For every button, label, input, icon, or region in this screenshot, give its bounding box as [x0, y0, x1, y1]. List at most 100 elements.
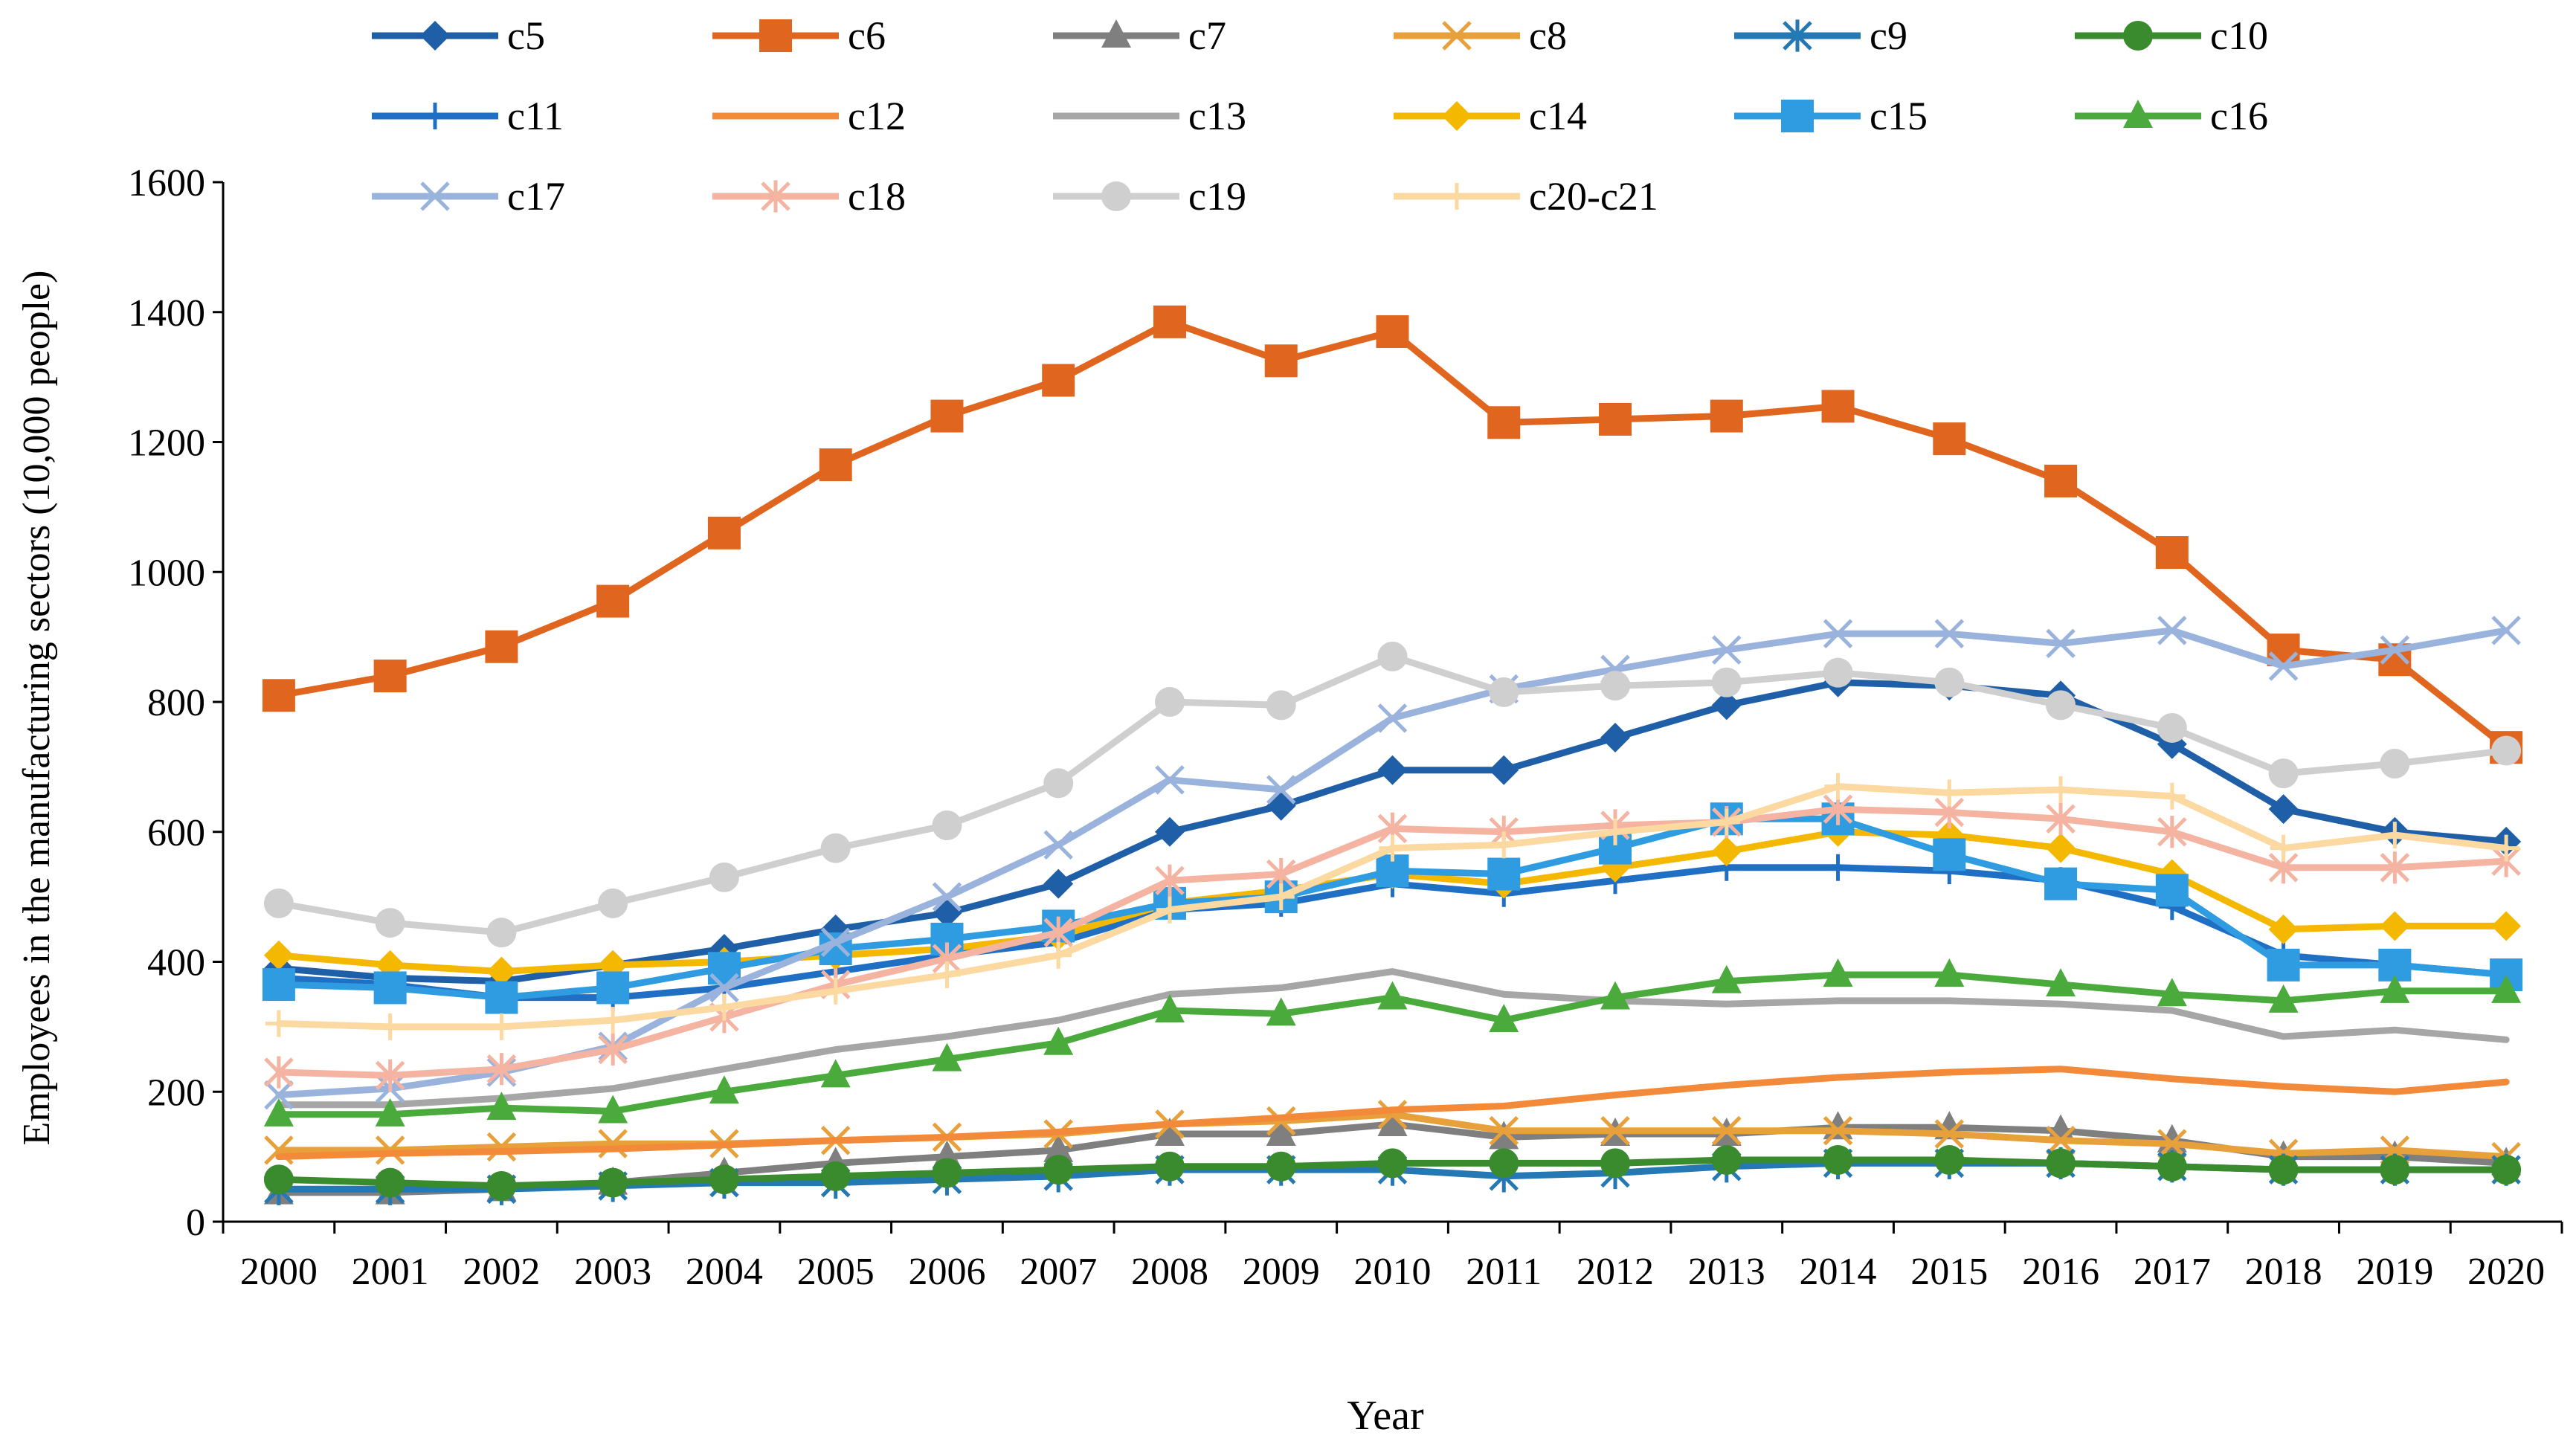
- x-tick-label: 2018: [2245, 1251, 2322, 1293]
- data-point-c14: [1711, 836, 1742, 866]
- data-point-c20-c21: [2493, 834, 2520, 862]
- data-point-c19: [2491, 735, 2522, 766]
- data-point-c19: [486, 918, 517, 948]
- data-point-c16: [2380, 974, 2410, 1003]
- data-point-c8: [2046, 1126, 2076, 1155]
- data-point-c16: [1377, 981, 1408, 1010]
- data-point-c10: [1934, 1144, 1965, 1175]
- legend-label: c10: [2210, 13, 2268, 58]
- data-point-c16: [932, 1042, 962, 1071]
- data-point-c20-c21: [599, 1007, 627, 1034]
- data-point-c19: [598, 888, 628, 918]
- legend-item-c18: c18: [712, 174, 906, 219]
- data-point-c8: [1377, 1100, 1408, 1129]
- series-c13: [275, 968, 2510, 1109]
- legend-marker: [1783, 19, 1812, 52]
- data-point-c10: [820, 1161, 851, 1191]
- x-tick-label: 2009: [1243, 1251, 1320, 1293]
- data-point-c17: [709, 973, 739, 1003]
- data-point-c5: [1489, 755, 1519, 785]
- data-point-c16: [486, 1092, 517, 1121]
- data-point-c16: [1043, 1026, 1074, 1055]
- data-point-c19: [1489, 677, 1519, 707]
- y-tick-label: 1200: [128, 422, 205, 465]
- data-point-c10: [1154, 1151, 1185, 1182]
- data-point-c6: [596, 584, 630, 618]
- data-point-c11: [1824, 854, 1852, 881]
- legend-label: c9: [1870, 13, 1907, 58]
- data-point-c6: [1264, 344, 1298, 378]
- data-point-c20-c21: [1713, 808, 1740, 836]
- data-point-c18: [486, 1053, 517, 1086]
- legend-marker: [761, 180, 790, 213]
- data-point-c20-c21: [1936, 779, 1963, 807]
- data-point-c17: [820, 927, 851, 958]
- data-point-c6: [819, 448, 852, 482]
- data-point-c10: [1823, 1144, 1853, 1175]
- legend-label: c14: [1529, 94, 1587, 138]
- y-axis-label: Employees in the manufacturing sectors (…: [16, 271, 58, 1146]
- x-tick-label: 2016: [2022, 1251, 2099, 1293]
- data-point-c8: [1712, 1115, 1742, 1146]
- data-point-c20-c21: [1267, 883, 1295, 911]
- data-point-c19: [2157, 712, 2187, 743]
- data-point-c17: [1043, 830, 1073, 860]
- data-point-c16: [2157, 978, 2187, 1007]
- data-point-c5: [1154, 816, 1185, 847]
- data-point-c7: [1377, 1107, 1408, 1136]
- data-point-c17: [1377, 703, 1408, 733]
- legend-item-c14: c14: [1394, 94, 1587, 138]
- data-point-c10: [2268, 1155, 2299, 1185]
- data-point-c19: [2268, 758, 2299, 789]
- data-point-c16: [1154, 994, 1185, 1023]
- data-point-c19: [1934, 667, 1965, 697]
- data-point-c14: [263, 940, 294, 970]
- data-point-c10: [2046, 1148, 2076, 1179]
- data-point-c10: [1489, 1148, 1519, 1179]
- data-point-c10: [486, 1170, 517, 1201]
- x-tick-label: 2004: [686, 1251, 763, 1293]
- legend-label: c7: [1188, 13, 1226, 58]
- data-point-c17: [1712, 635, 1742, 665]
- x-tick-label: 2007: [1020, 1251, 1097, 1293]
- data-point-c5: [1377, 755, 1408, 785]
- legend-item-c6: c6: [712, 13, 886, 58]
- data-point-c10: [1711, 1144, 1742, 1175]
- legend-marker: [2123, 21, 2153, 51]
- series-c10: [263, 1144, 2522, 1201]
- data-point-c19: [709, 862, 739, 892]
- series-line-c12: [275, 1066, 2510, 1161]
- data-point-c20-c21: [2158, 782, 2186, 810]
- data-point-c20-c21: [822, 977, 849, 1005]
- series-c20-c21: [265, 773, 2520, 1040]
- data-point-c5: [1266, 790, 1296, 821]
- legend-label: c19: [1188, 174, 1246, 219]
- x-tick-label: 2005: [797, 1251, 875, 1293]
- data-point-c8: [1934, 1119, 1965, 1149]
- data-point-c16: [2046, 968, 2076, 997]
- data-point-c6: [2155, 536, 2189, 570]
- data-point-c6: [485, 630, 518, 663]
- legend-label: c13: [1188, 94, 1246, 138]
- x-axis-label: Year: [1347, 1393, 1424, 1439]
- data-point-c8: [1489, 1115, 1519, 1146]
- series-line-c6: [275, 318, 2510, 751]
- y-tick-label: 0: [186, 1202, 205, 1244]
- data-point-c20-c21: [2381, 822, 2409, 849]
- data-point-c20-c21: [2047, 776, 2075, 803]
- legend-item-c17: c17: [372, 174, 565, 219]
- x-tick-label: 2020: [2467, 1251, 2545, 1293]
- data-point-c10: [709, 1164, 739, 1195]
- legend-item-c8: c8: [1394, 13, 1567, 58]
- y-tick-label: 800: [147, 682, 205, 724]
- x-tick-label: 2013: [1688, 1251, 1765, 1293]
- data-point-c16: [1823, 958, 1853, 987]
- data-point-c16: [1711, 964, 1742, 993]
- y-tick-label: 200: [147, 1071, 205, 1114]
- legend-item-c5: c5: [372, 13, 545, 58]
- data-point-c15: [262, 968, 295, 1002]
- x-tick-label: 2014: [1800, 1251, 1877, 1293]
- data-point-c15: [485, 981, 518, 1014]
- series-c16: [263, 958, 2522, 1126]
- data-point-c8: [1600, 1115, 1630, 1146]
